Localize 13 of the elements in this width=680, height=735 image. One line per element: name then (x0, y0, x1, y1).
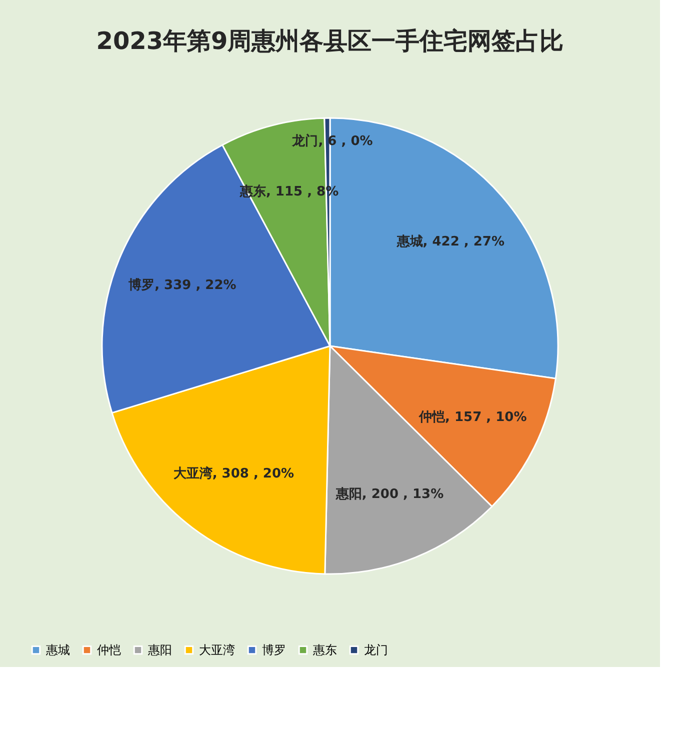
data-label: 大亚湾, 308 , 20% (173, 465, 294, 482)
legend-label: 惠东 (312, 643, 337, 658)
legend-label: 博罗 (262, 643, 286, 658)
legend-label: 仲恺 (97, 643, 121, 658)
chart-title: 2023年第9周惠州各县区一手住宅网签占比 (96, 27, 564, 55)
data-label: 惠城, 422 , 27% (396, 234, 504, 250)
legend-label: 大亚湾 (199, 643, 235, 658)
legend-label: 龙门 (364, 643, 388, 658)
data-label: 博罗, 339 , 22% (128, 277, 236, 294)
legend-label: 惠阳 (147, 643, 172, 658)
data-label: 仲恺, 157 , 10% (418, 410, 527, 426)
legend-label: 惠城 (45, 643, 70, 658)
data-label: 惠阳, 200 , 13% (334, 486, 444, 502)
